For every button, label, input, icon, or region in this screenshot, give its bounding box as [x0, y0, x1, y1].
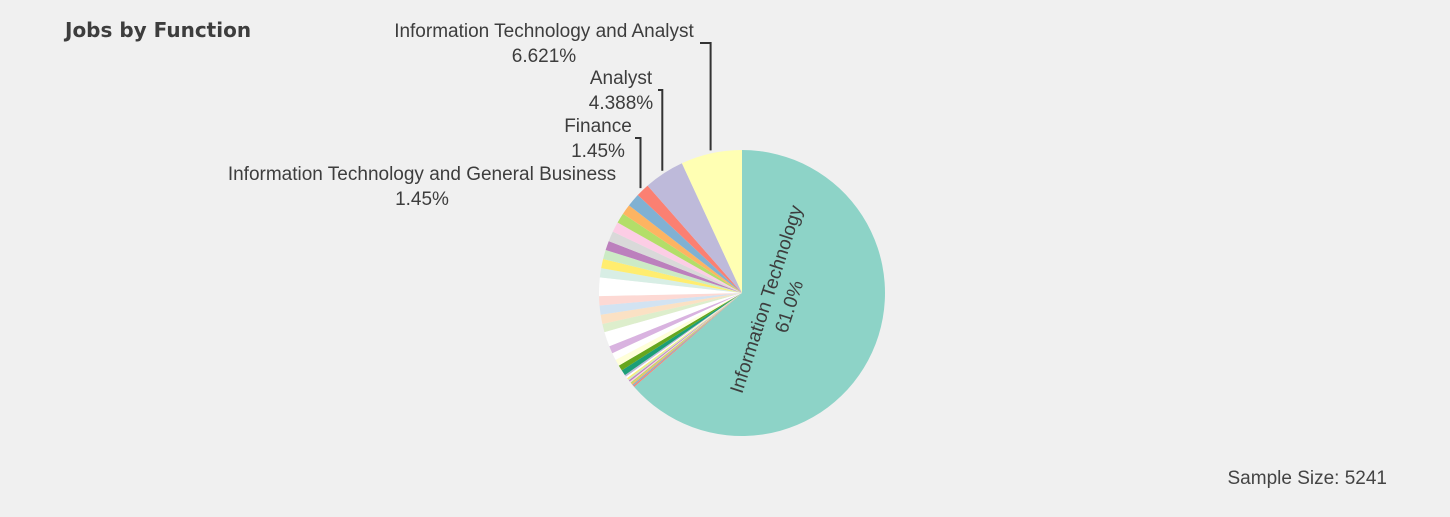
- sample-size: Sample Size: 5241: [1227, 468, 1388, 489]
- pie-slice: [618, 293, 742, 371]
- callout-leader-line: [658, 89, 664, 171]
- pie-slice: [617, 213, 742, 293]
- pie-slice: [627, 293, 742, 380]
- pie-slice: [630, 293, 742, 384]
- pie-slice: [598, 277, 742, 297]
- pie-slice: [605, 241, 742, 293]
- pie-slice: [681, 150, 742, 293]
- callout-it-general-business-value: 1.45%: [395, 189, 449, 210]
- pie-slice: [628, 293, 742, 382]
- callout-analyst-label: Analyst: [590, 68, 653, 89]
- pie-slice: [603, 249, 742, 293]
- callout-leader-line: [700, 42, 712, 151]
- pie-slice: [621, 293, 742, 376]
- callout-it-analyst-value: 6.621%: [512, 46, 577, 67]
- pie-slice: [601, 258, 742, 293]
- pie-slice: [615, 293, 742, 366]
- pie-slice: [647, 163, 742, 293]
- pie-slice: [632, 293, 742, 386]
- pie-slice: [637, 185, 742, 293]
- pie-slice: [625, 293, 742, 379]
- pie-slice: [609, 293, 742, 354]
- pie-slice: [624, 293, 742, 377]
- pie-slice: [629, 195, 742, 293]
- chart-title: Jobs by Function: [65, 18, 252, 42]
- pie-slice: [599, 293, 742, 306]
- pie-slice: [612, 293, 742, 360]
- pie-slice: [599, 293, 742, 315]
- callout-finance-value: 1.45%: [571, 141, 625, 162]
- pie-slice: [604, 293, 742, 347]
- pie-slice: [629, 293, 742, 383]
- pie-slice: [602, 293, 742, 333]
- callout-finance-label: Finance: [564, 116, 632, 137]
- pie-slice: [633, 293, 742, 387]
- pie-slice: [631, 293, 742, 385]
- pie-slice: [600, 293, 742, 324]
- pie-slice: [627, 293, 742, 381]
- callout-analyst-value: 4.388%: [589, 93, 654, 114]
- pie-slice: [634, 150, 885, 436]
- callout-lines: [635, 42, 712, 189]
- callout-leader-line: [635, 137, 642, 189]
- pie-slice: [622, 205, 742, 293]
- pie-slice: [599, 268, 742, 293]
- callout-it-analyst-label: Information Technology and Analyst: [394, 21, 694, 42]
- callout-it-general-business-label: Information Technology and General Busin…: [228, 164, 616, 185]
- pie-slice: [608, 231, 742, 293]
- pie-slices: [598, 150, 885, 436]
- pie-slice: [612, 222, 742, 293]
